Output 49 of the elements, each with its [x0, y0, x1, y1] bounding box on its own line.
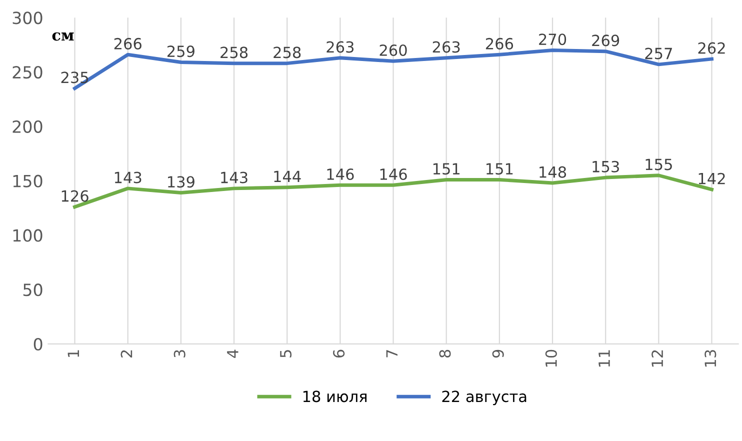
data-label: 144	[274, 170, 301, 182]
x-tick-label: 13	[704, 350, 716, 367]
y-tick-label: 200	[12, 120, 42, 133]
data-label: 146	[380, 168, 407, 180]
x-tick-label: 1	[68, 350, 79, 357]
data-label: 263	[326, 41, 354, 53]
data-label: 155	[646, 158, 672, 170]
x-tick-label: 3	[174, 350, 186, 358]
data-label: 151	[486, 163, 513, 175]
data-label: 139	[168, 176, 194, 188]
data-label: 258	[274, 46, 301, 58]
legend-label: 22 августа	[442, 390, 526, 406]
x-tick-label: 10	[545, 350, 557, 367]
x-tick-label: 5	[280, 350, 292, 358]
data-label: 257	[645, 48, 672, 60]
y-tick-label: 0	[34, 338, 42, 351]
data-label: 151	[433, 163, 460, 175]
data-label: 142	[698, 172, 725, 184]
data-label: 263	[432, 41, 460, 53]
data-label: 148	[540, 166, 566, 178]
y-tick-label: 250	[12, 66, 42, 79]
data-label: 235	[61, 72, 88, 84]
data-label: 126	[62, 190, 88, 202]
legend-label: 18 июля	[303, 390, 367, 402]
data-label: 153	[592, 160, 619, 172]
data-label: 270	[539, 34, 566, 46]
x-tick-label: 12	[652, 350, 663, 367]
data-label: 266	[114, 38, 142, 50]
annotation: см	[52, 32, 74, 41]
x-tick-label: 8	[439, 350, 451, 358]
y-tick-label: 50	[23, 284, 42, 296]
data-label: 143	[114, 172, 142, 184]
x-tick-label: 2	[120, 350, 132, 358]
y-tick-label: 300	[12, 12, 42, 24]
data-label: 146	[327, 168, 354, 180]
y-tick-label: 100	[13, 229, 42, 242]
x-tick-label: 6	[333, 350, 345, 358]
data-label: 269	[592, 34, 620, 46]
data-label: 143	[221, 172, 248, 184]
data-label: 258	[220, 46, 248, 58]
data-label: 262	[698, 42, 725, 54]
x-tick-label: 4	[227, 350, 238, 358]
data-label: 260	[380, 44, 407, 56]
x-tick-label: 9	[492, 350, 504, 358]
x-tick-label: 11	[598, 350, 610, 367]
x-tick-label: 7	[386, 350, 398, 358]
data-label: 259	[167, 46, 194, 58]
data-label: 266	[486, 38, 514, 50]
y-tick-label: 150	[13, 174, 42, 188]
